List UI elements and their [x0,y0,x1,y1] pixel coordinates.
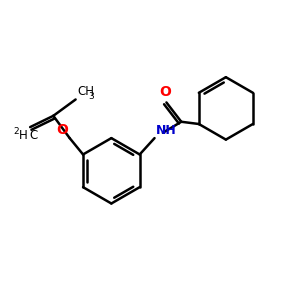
Text: NH: NH [156,124,177,136]
Text: C: C [30,130,38,142]
Text: O: O [56,123,68,136]
Text: CH: CH [77,85,94,98]
Text: H: H [19,130,28,142]
Text: 3: 3 [88,92,94,101]
Text: 2: 2 [13,127,19,136]
Text: O: O [159,85,171,100]
